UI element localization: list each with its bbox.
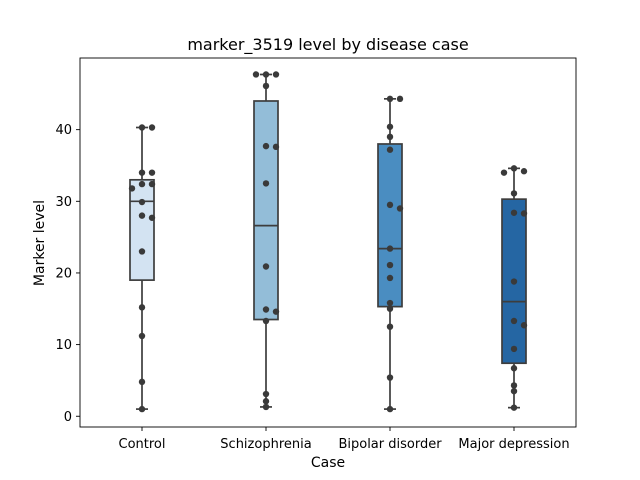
data-point — [386, 299, 394, 307]
data-point — [386, 95, 394, 103]
data-point — [138, 169, 146, 176]
data-point — [262, 306, 270, 313]
data-point — [500, 169, 508, 176]
y-tick-label: 40 — [55, 123, 72, 138]
data-point — [520, 322, 528, 329]
data-point — [510, 387, 518, 395]
data-point — [386, 405, 394, 413]
data-point — [148, 214, 156, 221]
data-point — [148, 169, 156, 176]
data-point — [262, 180, 270, 187]
data-point — [510, 209, 518, 216]
x-tick-label: Control — [119, 437, 166, 452]
data-point — [510, 278, 518, 285]
data-point — [510, 165, 518, 172]
data-point — [252, 71, 260, 78]
box-group-0 — [128, 124, 156, 413]
data-point — [262, 263, 270, 270]
y-tick-label: 0 — [64, 410, 72, 425]
x-tick-label: Bipolar disorder — [338, 437, 442, 452]
data-point — [386, 305, 394, 312]
box-group-1 — [252, 71, 280, 411]
data-point — [386, 261, 394, 269]
x-tick-label: Major depression — [458, 437, 569, 452]
data-point — [148, 124, 156, 131]
data-point — [510, 190, 518, 197]
data-point — [138, 304, 146, 311]
data-point — [510, 317, 518, 325]
data-point — [272, 71, 280, 78]
data-point — [148, 180, 156, 188]
data-point — [138, 124, 146, 131]
data-point — [396, 95, 404, 103]
data-point — [510, 382, 518, 389]
y-tick-label: 10 — [55, 338, 72, 353]
data-point — [262, 142, 270, 150]
data-point — [272, 143, 280, 151]
data-point — [386, 123, 394, 130]
data-point — [138, 378, 146, 386]
box-group-2 — [377, 95, 404, 413]
chart-title: marker_3519 level by disease case — [187, 35, 468, 55]
data-point — [396, 205, 404, 212]
data-point — [262, 390, 270, 398]
data-point — [510, 365, 518, 372]
y-tick-label: 20 — [55, 266, 72, 281]
data-point — [510, 404, 518, 411]
data-point — [272, 308, 280, 315]
y-tick-label: 30 — [55, 195, 72, 210]
data-point — [386, 245, 394, 252]
data-point — [386, 201, 394, 209]
data-point — [386, 133, 394, 141]
data-point — [138, 405, 146, 413]
x-axis-label: Case — [311, 455, 345, 471]
data-point — [386, 323, 394, 330]
data-point — [520, 210, 528, 217]
data-point — [128, 185, 136, 192]
data-point — [520, 168, 528, 175]
data-point — [262, 82, 270, 90]
x-tick-label: Schizophrenia — [220, 437, 311, 452]
data-point — [138, 332, 146, 340]
box-iqr — [253, 100, 279, 321]
data-point — [262, 71, 270, 78]
data-point — [510, 345, 518, 353]
data-point — [386, 374, 394, 381]
data-point — [138, 248, 146, 255]
box-iqr — [377, 143, 403, 308]
plot-area: 0 10 20 30 40 Control Schizophrenia Bipolar dis… — [55, 57, 577, 452]
data-point — [138, 180, 146, 188]
box-iqr — [129, 178, 155, 281]
data-point — [386, 146, 394, 153]
data-point — [386, 274, 394, 282]
data-point — [262, 317, 270, 325]
data-point — [262, 403, 270, 411]
data-point — [262, 398, 270, 405]
plot-frame — [79, 57, 577, 428]
box-group-3 — [500, 165, 528, 411]
y-axis-label: Marker level — [32, 200, 48, 286]
data-point — [138, 198, 146, 206]
data-point — [138, 212, 146, 219]
